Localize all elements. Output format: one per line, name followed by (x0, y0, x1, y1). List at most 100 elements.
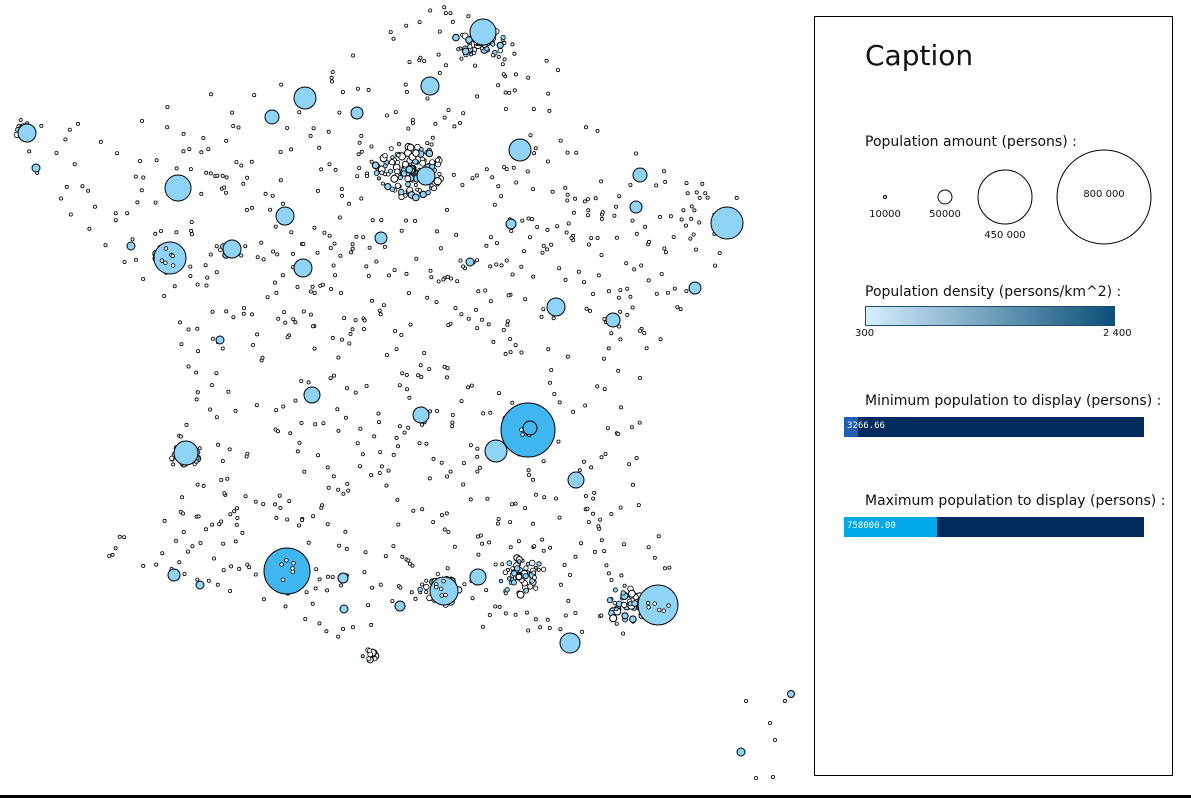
town-marker (529, 217, 534, 222)
town-marker (444, 207, 449, 212)
town-marker (468, 497, 473, 502)
town-marker (379, 464, 384, 469)
town-marker (215, 173, 220, 178)
town-marker (470, 596, 475, 601)
town-marker (203, 527, 208, 532)
town-marker (141, 563, 146, 568)
town-marker (98, 139, 103, 144)
town-marker (609, 331, 614, 336)
town-marker (179, 342, 184, 347)
town-marker (110, 552, 115, 557)
town-marker (403, 82, 408, 87)
town-marker (487, 540, 492, 545)
town-marker (584, 306, 589, 311)
town-marker (227, 447, 232, 452)
town-marker (513, 72, 518, 77)
town-marker (638, 375, 643, 380)
town-marker (483, 288, 488, 293)
town-marker (507, 90, 512, 95)
town-marker (535, 224, 540, 229)
town-marker (573, 196, 578, 201)
town-marker (694, 247, 699, 252)
town-marker (500, 62, 505, 67)
town-marker (314, 567, 319, 572)
city-marker (275, 206, 295, 226)
town-marker (475, 534, 480, 539)
town-marker (378, 450, 383, 455)
town-marker (369, 159, 374, 164)
town-marker (378, 582, 383, 587)
town-marker (406, 126, 411, 131)
town-marker (621, 612, 629, 620)
town-marker (452, 33, 460, 42)
town-marker (565, 150, 570, 155)
town-marker (401, 160, 409, 168)
town-marker (255, 332, 260, 337)
town-marker (568, 573, 573, 578)
town-marker (312, 290, 317, 295)
town-marker (279, 562, 284, 567)
town-marker (386, 468, 391, 473)
town-marker (418, 55, 423, 60)
town-marker (446, 108, 451, 113)
town-marker (662, 246, 667, 251)
town-marker (531, 187, 536, 192)
town-marker (599, 253, 604, 258)
town-marker (539, 314, 544, 319)
town-marker (536, 567, 541, 572)
town-marker (413, 182, 418, 187)
town-marker (310, 601, 315, 606)
town-marker (330, 70, 335, 75)
town-marker (350, 242, 355, 247)
town-marker (562, 563, 567, 568)
town-marker (304, 590, 309, 595)
town-marker (398, 585, 403, 590)
town-marker (459, 312, 464, 317)
town-marker (159, 258, 165, 263)
town-marker (236, 125, 241, 130)
town-marker (652, 555, 657, 560)
max-population-slider[interactable]: 758000.00 (844, 517, 1144, 537)
population-map[interactable] (0, 0, 800, 796)
town-marker (374, 259, 379, 264)
town-marker (214, 371, 219, 376)
city-marker (153, 241, 187, 275)
town-marker (229, 564, 234, 569)
town-marker (591, 511, 596, 516)
town-marker (475, 469, 480, 474)
town-marker (694, 190, 699, 195)
town-marker (362, 318, 367, 323)
town-marker (153, 200, 158, 205)
town-marker (284, 558, 289, 563)
town-marker (541, 243, 546, 248)
town-marker (370, 585, 375, 590)
town-marker (462, 47, 470, 55)
town-marker (496, 54, 501, 59)
town-marker (506, 576, 512, 581)
town-marker (614, 235, 619, 240)
town-marker (558, 582, 563, 587)
town-marker (107, 554, 112, 559)
town-marker (446, 530, 451, 535)
town-marker (376, 176, 381, 181)
town-marker (596, 524, 601, 529)
town-marker (452, 544, 457, 549)
town-marker (431, 520, 436, 525)
town-marker (734, 195, 739, 200)
town-marker (420, 507, 425, 512)
town-marker (628, 294, 633, 299)
town-marker (484, 588, 489, 593)
town-marker (450, 19, 455, 24)
town-marker (339, 337, 344, 342)
town-marker (360, 452, 365, 457)
town-marker (130, 237, 135, 242)
town-marker (361, 235, 366, 240)
town-marker (290, 251, 295, 256)
town-marker (555, 224, 560, 229)
town-marker (185, 549, 190, 554)
town-marker (636, 503, 641, 508)
town-marker (500, 562, 505, 567)
min-population-slider[interactable]: 3266.66 (844, 417, 1144, 437)
town-marker (174, 166, 179, 171)
town-marker (493, 562, 498, 567)
